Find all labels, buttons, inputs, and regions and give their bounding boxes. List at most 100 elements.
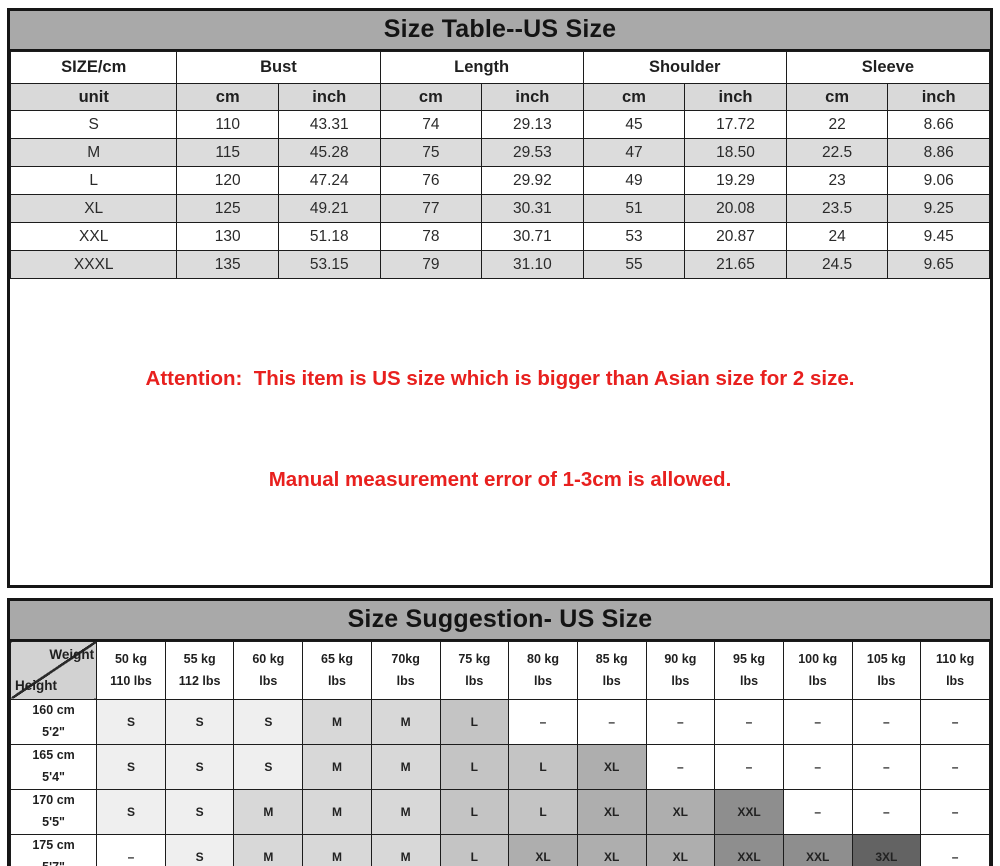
size-table-cell: 21.65 (684, 250, 787, 279)
height-row-header: 170 cm 5'5" (9, 788, 98, 835)
size-suggestion-cell: – (851, 698, 922, 745)
size-suggestion-cell: XL (508, 833, 578, 866)
weight-lbs-label: lbs (396, 674, 415, 688)
size-table-cell: 23 (785, 166, 889, 195)
size-suggestion-cell: XXL (782, 833, 853, 866)
size-table-corner-header: SIZE/cm (9, 51, 178, 84)
size-table-title: Size Table--US Size (10, 11, 990, 51)
size-table-row: L 120 47.24 76 29.92 49 19.29 23 9.06 (9, 166, 990, 195)
height-row-header: 160 cm 5'2" (9, 698, 98, 745)
unit-cell: cm (582, 83, 686, 111)
height-row-header: 165 cm 5'4" (9, 743, 98, 790)
size-suggestion-cell: M (233, 833, 304, 866)
size-table-cell: 29.13 (481, 110, 584, 139)
corner-weight-label: Weight (49, 646, 95, 662)
size-suggestion-cell: – (645, 743, 716, 790)
weight-lbs-label: lbs (877, 674, 896, 688)
weight-column-header: 110 kg lbs (920, 640, 990, 700)
size-suggestion-title: Size Suggestion- US Size (10, 600, 990, 641)
size-table-cell: 24 (785, 222, 889, 251)
weight-height-corner-cell: Weight Height (9, 640, 98, 700)
weight-kg-label: 80 kg (527, 651, 559, 666)
size-suggestion-cell: – (645, 698, 716, 745)
size-table-cell: 43.31 (277, 110, 381, 139)
size-table-cell: 9.25 (887, 194, 990, 223)
size-table-cell: 47 (582, 138, 686, 167)
weight-kg-label: 65 kg (321, 651, 353, 666)
size-suggestion-cell: XXL (714, 788, 784, 835)
height-ft-label: 5'2" (42, 724, 65, 739)
height-ft-label: 5'7" (12, 857, 96, 866)
size-table-cell: 53.15 (277, 250, 381, 279)
size-suggestion-cell: L (439, 698, 510, 745)
size-table-cell: 120 (176, 166, 279, 195)
size-table-cell: 29.53 (481, 138, 584, 167)
size-suggestion-cell: – (96, 833, 166, 866)
weight-kg-label: 90 kg (664, 651, 697, 666)
size-table-row: M 115 45.28 75 29.53 47 18.50 22.5 8.86 (9, 138, 990, 167)
size-table-cell: 49.21 (277, 194, 381, 223)
size-suggestion-cell: S (164, 698, 235, 745)
size-table-cell: 125 (176, 194, 279, 223)
size-table-group-header: Bust (176, 51, 381, 84)
size-suggestion-cell: – (920, 788, 990, 835)
height-cm-label: 170 cm (32, 792, 75, 807)
size-suggestion-cell: S (96, 698, 166, 745)
size-suggestion-cell: S (164, 743, 235, 790)
size-table-section: Size Table--US Size SIZE/cm Bust Length Sho… (7, 8, 993, 588)
weight-lbs-label: lbs (739, 674, 759, 688)
size-table-cell: L (9, 166, 178, 195)
size-suggestion-cell: XL (576, 833, 647, 866)
weight-lbs-label: lbs (808, 674, 827, 688)
size-suggestion-cell: – (576, 698, 647, 745)
size-suggestion-cell: L (508, 743, 578, 790)
size-table-cell: 31.10 (481, 250, 584, 279)
size-suggestion-cell: S (96, 788, 166, 835)
weight-lbs-label: 110 lbs (110, 674, 152, 688)
size-table-cell: 51.18 (277, 222, 381, 251)
size-suggestion-cell: XL (645, 788, 716, 835)
size-suggestion-table: Weight Height 50 kg 110 lbs 55 kg 112 lbs 60 k… (9, 640, 990, 866)
weight-kg-label: 100 kg (798, 651, 838, 666)
size-table-cell: 29.92 (481, 166, 584, 195)
weight-column-header: 70kg lbs (370, 640, 441, 700)
size-suggestion-row: 165 cm 5'4" S S S M M L L XL – – – – – (9, 743, 990, 790)
size-table-cell: 79 (379, 250, 483, 279)
size-table: SIZE/cm Bust Length Shoulder Sleeve unit cm inc… (9, 51, 991, 279)
size-suggestion-cell: M (302, 743, 372, 790)
size-table-cell: 20.08 (684, 194, 787, 223)
size-table-row: XXL 130 51.18 78 30.71 53 20.87 24 9.45 (9, 222, 990, 251)
weight-kg-label: 50 kg (114, 651, 147, 666)
size-table-cell: 19.29 (684, 166, 787, 195)
unit-cell: cm (176, 83, 279, 111)
size-suggestion-cell: M (233, 788, 304, 835)
weight-column-header: 65 kg lbs (302, 640, 372, 700)
attention-note: Attention: This item is US size which is… (10, 279, 990, 585)
weight-lbs-label: lbs (602, 674, 621, 688)
weight-column-header: 75 kg lbs (439, 640, 510, 700)
size-suggestion-cell: XL (576, 788, 647, 835)
size-suggestion-cell: M (370, 788, 441, 835)
unit-cell: inch (481, 83, 584, 111)
size-table-group-header: Length (379, 51, 584, 84)
unit-cell: inch (684, 83, 787, 111)
size-suggestion-cell: – (782, 698, 853, 745)
size-table-cell: 30.31 (481, 194, 584, 223)
unit-label-cell: unit (9, 83, 178, 111)
size-suggestion-cell: S (164, 833, 235, 866)
height-row-header: 175 cm 5'7" (9, 833, 98, 866)
size-suggestion-cell: XL (645, 833, 716, 866)
size-suggestion-cell: – (782, 788, 853, 835)
weight-column-header: 80 kg lbs (508, 640, 578, 700)
size-suggestion-cell: S (96, 743, 166, 790)
size-table-cell: 24.5 (785, 250, 889, 279)
size-table-cell: 74 (379, 110, 483, 139)
size-suggestion-cell: M (302, 833, 372, 866)
weight-kg-label: 105 kg (866, 651, 906, 666)
size-table-cell: 9.65 (887, 250, 990, 279)
weight-column-header: 105 kg lbs (851, 640, 922, 700)
size-table-row: XL 125 49.21 77 30.31 51 20.08 23.5 9.25 (9, 194, 990, 223)
size-suggestion-cell: – (851, 743, 922, 790)
size-table-cell: 8.66 (887, 110, 990, 139)
weight-kg-label: 55 kg (183, 651, 216, 666)
